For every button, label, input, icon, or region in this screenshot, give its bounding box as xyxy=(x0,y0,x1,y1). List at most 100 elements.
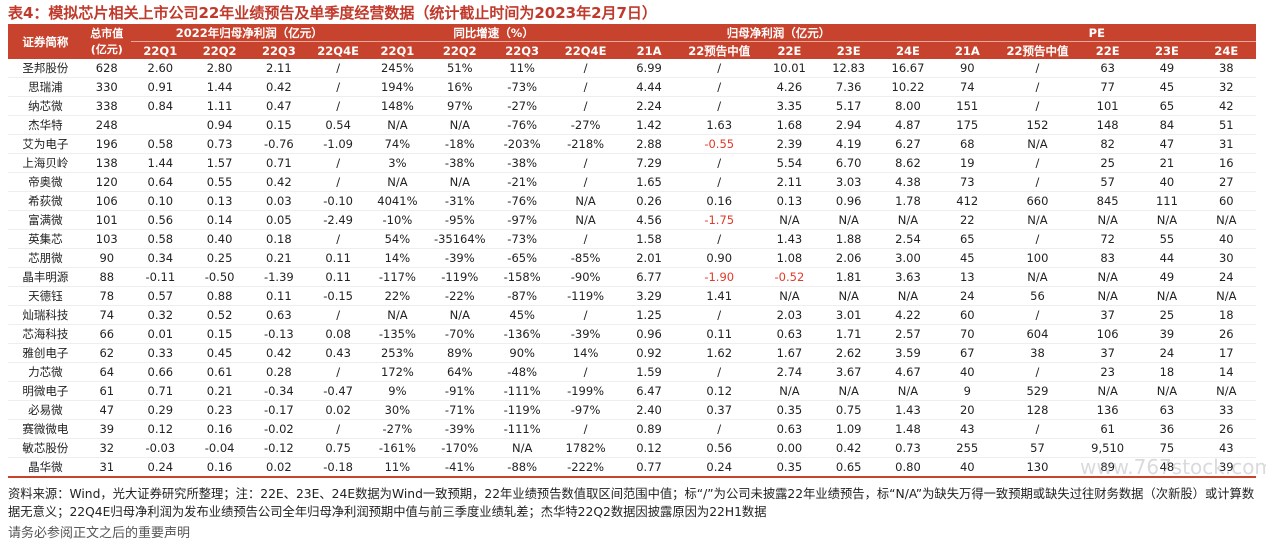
table-cell: N/A xyxy=(1137,286,1197,306)
table-cell: 0.56 xyxy=(130,210,190,230)
table-cell: -117% xyxy=(367,267,428,287)
table-cell: -119% xyxy=(551,286,620,306)
table-cell: 0.65 xyxy=(819,457,879,478)
cell-name: 希荻微 xyxy=(8,191,83,211)
table-cell: / xyxy=(996,59,1079,78)
table-cell: 0.91 xyxy=(130,77,190,97)
table-cell: / xyxy=(308,172,368,192)
table-cell: -10% xyxy=(367,210,428,230)
table-cell: / xyxy=(551,419,620,439)
table-cell: 136 xyxy=(1078,400,1138,420)
table-cell: 0.63 xyxy=(759,324,820,344)
table-cell: -0.34 xyxy=(249,381,309,401)
table-cell: 1.67 xyxy=(759,343,820,363)
table-cell: 1.57 xyxy=(189,153,250,173)
cell-name: 雅创电子 xyxy=(8,343,83,363)
table-cell: / xyxy=(308,305,368,325)
header-col: 22E xyxy=(759,41,820,59)
cell-name: 纳芯微 xyxy=(8,96,83,116)
table-cell: / xyxy=(551,172,620,192)
table-cell: 27 xyxy=(1196,172,1256,192)
table-cell: -1.09 xyxy=(308,134,368,154)
table-cell: 194% xyxy=(367,77,428,97)
footer-disclaimer: 请务必参阅正文之后的重要声明 xyxy=(8,526,191,541)
table-cell: 44 xyxy=(1137,248,1197,268)
table-cell: 57 xyxy=(1078,172,1138,192)
header-col: 22Q2 xyxy=(427,41,493,59)
table-cell: / xyxy=(551,59,620,78)
cell-name: 芯朋微 xyxy=(8,248,83,268)
table-row: 雅创电子 62 0.33 0.45 0.42 0.43 253% 89% 90% 14% 0.92 1… xyxy=(8,343,1256,363)
cell-mktcap: 338 xyxy=(82,96,131,116)
table-cell: 61 xyxy=(1078,419,1138,439)
header-group-growth: 同比增速（%） xyxy=(367,24,620,42)
table-cell: 2.03 xyxy=(759,305,820,325)
table-cell: N/A xyxy=(1078,210,1138,230)
table-cell: / xyxy=(308,59,368,78)
cell-name: 晶丰明源 xyxy=(8,267,83,287)
table-cell: 49 xyxy=(1137,267,1197,287)
table-cell: 0.12 xyxy=(678,381,760,401)
table-cell: -38% xyxy=(492,153,552,173)
table-cell: 0.80 xyxy=(878,457,938,478)
table-cell: 3.67 xyxy=(819,362,879,382)
table-cell: / xyxy=(996,77,1079,97)
cell-mktcap: 138 xyxy=(82,153,131,173)
table-cell: 18 xyxy=(1137,362,1197,382)
cell-mktcap: 61 xyxy=(82,381,131,401)
table-cell: -0.17 xyxy=(249,400,309,420)
table-cell: 0.24 xyxy=(130,457,190,478)
table-cell: 0.42 xyxy=(249,172,309,192)
table-cell: / xyxy=(996,419,1079,439)
table-cell: 73 xyxy=(937,172,997,192)
table-cell: -0.10 xyxy=(308,191,368,211)
table-row: 必易微 47 0.29 0.23 -0.17 0.02 30% -71% -119% -97% 2.… xyxy=(8,400,1256,420)
table-cell: 49 xyxy=(1137,59,1197,78)
table-cell: 0.64 xyxy=(130,172,190,192)
table-cell: -31% xyxy=(427,191,493,211)
table-cell: 4.44 xyxy=(619,77,679,97)
table-cell: 1.44 xyxy=(189,77,250,97)
table-cell: 0.10 xyxy=(130,191,190,211)
table-cell: 4041% xyxy=(367,191,428,211)
table-cell: 45% xyxy=(492,305,552,325)
table-cell: / xyxy=(551,77,620,97)
table-cell: 151 xyxy=(937,96,997,116)
table-row: 希荻微 106 0.10 0.13 0.03 -0.10 4041% -31% -76% N/A 0… xyxy=(8,191,1256,211)
table-cell: 0.34 xyxy=(130,248,190,268)
table-cell: -71% xyxy=(427,400,493,420)
table-cell: 4.22 xyxy=(878,305,938,325)
table-cell: -97% xyxy=(551,400,620,420)
table-cell: 5.17 xyxy=(819,96,879,116)
cell-mktcap: 120 xyxy=(82,172,131,192)
table-cell: N/A xyxy=(878,210,938,230)
table-cell: 89% xyxy=(427,343,493,363)
table-cell: 0.15 xyxy=(189,324,250,344)
header-col: 22Q1 xyxy=(130,41,190,59)
table-cell: 100 xyxy=(996,248,1079,268)
table-cell: -41% xyxy=(427,457,493,478)
table-cell: 0.11 xyxy=(249,286,309,306)
table-cell: 20 xyxy=(937,400,997,420)
table-cell: -27% xyxy=(367,419,428,439)
header-col: 22Q3 xyxy=(492,41,552,59)
table-cell: 22% xyxy=(367,286,428,306)
cell-mktcap: 628 xyxy=(82,59,131,78)
table-cell: 6.99 xyxy=(619,59,679,78)
table-cell: 68 xyxy=(937,134,997,154)
table-cell: N/A xyxy=(427,172,493,192)
cell-mktcap: 62 xyxy=(82,343,131,363)
table-row: 芯朋微 90 0.34 0.25 0.21 0.11 14% -39% -65% -85% 2.01… xyxy=(8,248,1256,268)
table-cell: 56 xyxy=(996,286,1079,306)
table-row: 赛微微电 39 0.12 0.16 -0.02/-27% -39% -111%/0.89/0… xyxy=(8,419,1256,439)
cell-name: 上海贝岭 xyxy=(8,153,83,173)
cell-name: 富满微 xyxy=(8,210,83,230)
table-cell: 16 xyxy=(1196,153,1256,173)
cell-mktcap: 74 xyxy=(82,305,131,325)
table-cell: 0.42 xyxy=(249,343,309,363)
header-col: 22Q1 xyxy=(367,41,428,59)
table-cell: 14% xyxy=(551,343,620,363)
table-cell: / xyxy=(678,362,760,382)
table-cell: 3.35 xyxy=(759,96,820,116)
table-cell: 111 xyxy=(1137,191,1197,211)
